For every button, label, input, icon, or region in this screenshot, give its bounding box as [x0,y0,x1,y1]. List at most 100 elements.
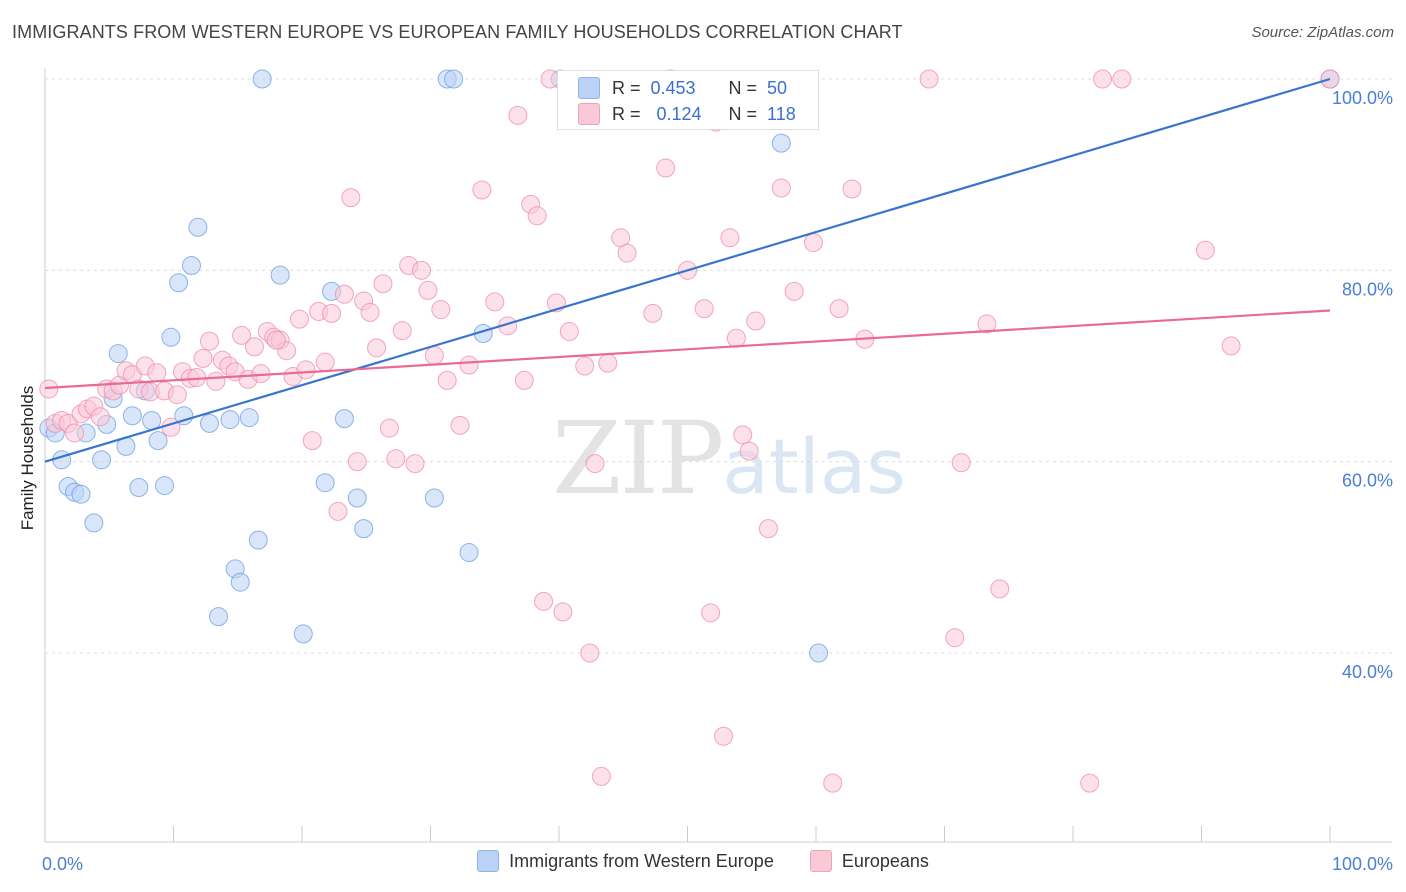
data-point-europeans [803,233,823,253]
data-point-western-europe [354,519,374,539]
data-point-europeans [193,348,213,368]
data-point-europeans [720,228,740,248]
legend-item-western-europe[interactable]: Immigrants from Western Europe [477,850,774,872]
data-point-europeans [694,299,714,319]
data-point-europeans [726,328,746,348]
data-point-western-europe [809,643,829,663]
legend-swatch-blue [477,850,500,872]
stats-row-western-europe: R = 0.453 N = 50 [578,77,787,99]
data-point-europeans [575,356,595,376]
stats-n-label: N = [728,77,758,98]
data-point-europeans [161,417,181,437]
legend-label: Immigrants from Western Europe [509,850,774,871]
legend-label: Europeans [841,850,929,871]
y-tick-label: 100.0% [1332,88,1393,108]
data-point-europeans [534,591,554,611]
data-point-western-europe [230,572,250,592]
data-point-europeans [591,766,611,786]
data-point-europeans [379,418,399,438]
data-point-western-europe [208,607,228,627]
data-point-western-europe [122,406,142,426]
data-point-europeans [1195,240,1215,260]
data-point-europeans [1112,69,1132,89]
data-point-western-europe [174,406,194,426]
data-point-europeans [302,431,322,451]
data-point-europeans [412,260,432,280]
data-point-europeans [1080,773,1100,793]
data-point-western-europe [444,69,464,89]
data-point-europeans [347,452,367,472]
watermark-atlas: atlas [722,422,906,511]
data-point-europeans [701,603,721,623]
data-point-europeans [424,345,444,365]
stats-r-label: R = [612,77,641,98]
data-point-western-europe [315,473,335,493]
x-tick-label: 0.0% [42,854,83,874]
data-point-europeans [266,330,286,350]
data-point-western-europe [771,133,791,153]
data-point-europeans [643,303,663,323]
data-point-europeans [199,331,219,351]
stats-swatch-blue [578,77,600,99]
data-point-western-europe [347,488,367,508]
data-point-europeans [405,454,425,474]
data-point-europeans [244,337,264,357]
data-point-western-europe [424,488,444,508]
data-point-western-europe [181,256,201,276]
stats-n-value: 118 [767,103,796,124]
data-point-western-europe [252,69,272,89]
data-point-europeans [90,407,110,427]
y-tick-label: 80.0% [1342,279,1393,299]
stats-row-europeans: R = 0.124 N = 118 [578,103,796,125]
data-point-europeans [1221,336,1241,356]
data-point-europeans [322,303,342,323]
data-point-europeans [617,243,637,263]
data-point-western-europe [148,431,168,451]
data-point-europeans [315,352,335,372]
source-label: Source: ZipAtlas.com [1251,24,1394,41]
data-point-western-europe [270,265,290,285]
data-point-europeans [598,353,618,373]
data-point-europeans [206,371,226,391]
trend-line-europeans [44,309,1331,390]
data-point-europeans [232,325,252,345]
data-point-europeans [459,355,479,375]
data-point-europeans [392,321,412,341]
legend-item-europeans[interactable]: Europeans [809,850,929,872]
data-point-europeans [1093,69,1113,89]
data-point-europeans [746,311,766,331]
data-point-europeans [656,158,676,178]
data-point-western-europe [129,477,149,497]
y-tick-label: 40.0% [1342,662,1393,682]
data-point-europeans [527,206,547,226]
data-point-western-europe [334,409,354,429]
data-point-europeans [733,425,753,445]
data-point-europeans [373,274,393,294]
data-point-europeans [508,105,528,125]
stats-r-value: 0.453 [650,77,696,98]
data-point-western-europe [248,530,268,550]
bottom-legend: Immigrants from Western Europe Europeans [0,850,1406,872]
data-point-western-europe [155,476,175,496]
data-point-western-europe [239,408,259,428]
data-point-western-europe [84,513,104,533]
data-point-western-europe [188,217,208,237]
data-point-europeans [367,338,387,358]
data-point-western-europe [71,484,91,504]
data-point-europeans [514,370,534,390]
legend-swatch-pink [809,850,832,872]
stats-r-label: R = [612,103,641,124]
data-point-europeans [823,773,843,793]
data-point-europeans [485,292,505,312]
chart-title: IMMIGRANTS FROM WESTERN EUROPE VS EUROPE… [12,22,903,42]
stats-legend: R = 0.453 N = 50 R = 0.124 N = 118 [557,70,819,130]
data-point-europeans [289,309,309,329]
data-point-europeans [328,501,348,521]
data-point-europeans [147,363,167,383]
data-point-western-europe [142,411,162,431]
data-point-europeans [437,370,457,390]
data-point-europeans [553,602,573,622]
stats-n-value: 50 [767,77,788,98]
data-point-europeans [739,441,759,461]
